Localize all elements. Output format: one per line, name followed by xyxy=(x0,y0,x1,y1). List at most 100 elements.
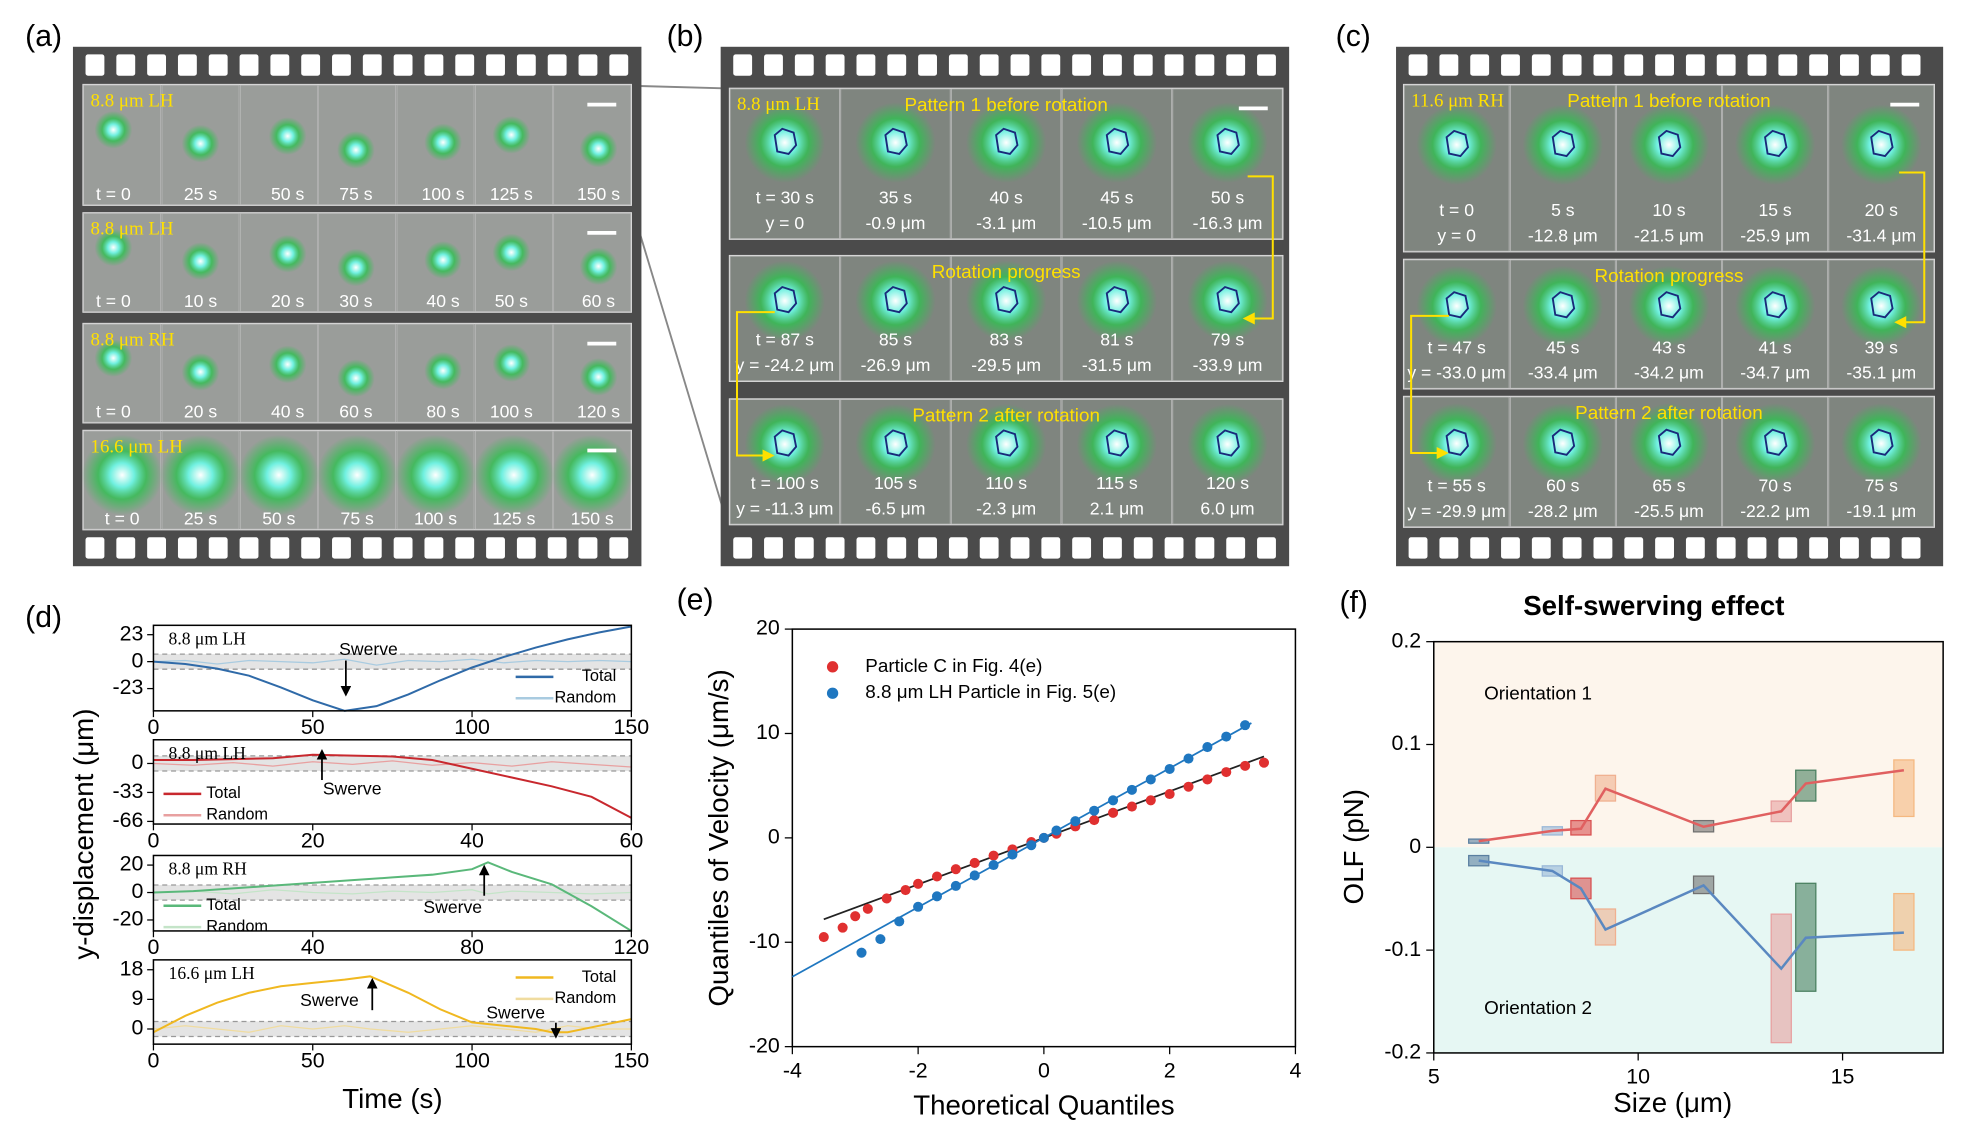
annotation: Swerve xyxy=(300,990,359,1010)
sprocket-hole xyxy=(1870,54,1890,76)
annotation: Orientation 1 xyxy=(1484,682,1592,703)
particle xyxy=(1628,104,1710,185)
legend-label: 8.8 μm LH Particle in Fig. 5(e) xyxy=(865,681,1116,702)
time-label: 25 s xyxy=(184,184,217,204)
legend-label: Total xyxy=(582,667,617,685)
x-tick-label: 10 xyxy=(1626,1065,1650,1089)
series-line xyxy=(153,658,632,666)
point xyxy=(1108,795,1119,806)
point xyxy=(862,903,873,914)
particle xyxy=(160,434,241,516)
time-label: 120 s xyxy=(577,401,620,421)
series-line xyxy=(153,889,632,895)
plot-frame xyxy=(152,624,633,712)
position-label: y = -33.0 μm xyxy=(1407,362,1506,382)
particle-outline xyxy=(1870,428,1894,456)
sprocket-hole xyxy=(1747,537,1767,559)
particle-outline xyxy=(1551,291,1576,319)
sprocket-hole xyxy=(856,54,876,76)
sprocket-hole xyxy=(424,54,444,76)
sprocket-hole xyxy=(1257,54,1276,76)
box xyxy=(1594,908,1617,946)
sprocket-hole xyxy=(1010,54,1030,76)
time-label: 50 s xyxy=(271,184,304,204)
time-label: 10 s xyxy=(184,291,217,311)
position-label: y = -11.3 μm xyxy=(736,498,833,518)
point xyxy=(1202,742,1213,753)
fit-line xyxy=(791,722,1252,978)
region-2 xyxy=(1433,847,1944,1053)
sprocket-hole xyxy=(1102,537,1122,559)
particle xyxy=(579,247,618,286)
particle xyxy=(855,403,936,485)
annotation: Swerve xyxy=(486,1003,545,1023)
sprocket-hole xyxy=(578,54,598,76)
position-label: -31.4 μm xyxy=(1846,225,1916,245)
particle xyxy=(268,234,307,273)
time-label: 85 s xyxy=(879,330,912,350)
particle xyxy=(238,434,320,516)
time-label: 45 s xyxy=(1100,188,1133,208)
sprocket-hole xyxy=(177,537,197,559)
box xyxy=(1893,892,1915,951)
point xyxy=(1089,805,1100,816)
time-label: 80 s xyxy=(426,401,459,421)
point xyxy=(1026,840,1037,851)
y-axis-label: y-displacement (μm) xyxy=(68,709,99,960)
legend-label: Total xyxy=(206,896,241,914)
sprocket-hole xyxy=(1133,537,1153,559)
time-label: 30 s xyxy=(339,291,372,311)
sprocket-hole xyxy=(979,537,999,559)
point xyxy=(818,932,829,943)
legend-label: Random xyxy=(206,917,268,935)
sprocket-hole xyxy=(918,54,937,76)
sprocket-hole xyxy=(825,537,845,559)
time-label: 5 s xyxy=(1551,200,1575,220)
time-label: t = 0 xyxy=(96,291,131,311)
y-tick-label: 0 xyxy=(131,648,143,672)
sprocket-hole xyxy=(1408,537,1428,559)
sprocket-hole xyxy=(948,54,968,76)
sprocket-hole xyxy=(733,54,753,76)
panel-label: (d) xyxy=(25,601,62,634)
position-label: -16.3 μm xyxy=(1193,213,1263,233)
sprocket-hole xyxy=(1439,54,1459,76)
point xyxy=(875,934,886,945)
particle-outline xyxy=(1657,129,1682,158)
sprocket-hole xyxy=(1439,537,1459,559)
noise-band xyxy=(153,654,632,670)
y-tick-label: 20 xyxy=(120,852,144,876)
time-label: t = 87 s xyxy=(756,330,814,350)
sprocket-hole xyxy=(1624,54,1644,76)
time-label: t = 0 xyxy=(96,401,131,421)
y-tick-label: -23 xyxy=(112,675,143,699)
time-label: 70 s xyxy=(1758,476,1791,496)
sprocket-hole xyxy=(1901,537,1921,559)
sprocket-hole xyxy=(85,537,105,559)
annotation: Swerve xyxy=(339,639,398,659)
position-label: -0.9 μm xyxy=(865,213,925,233)
point xyxy=(900,885,911,896)
time-label: 20 s xyxy=(184,401,217,421)
particle xyxy=(965,102,1047,183)
x-axis-label: Theoretical Quantiles xyxy=(913,1089,1174,1120)
sprocket-hole xyxy=(1562,54,1582,76)
time-label: t = 0 xyxy=(96,184,131,204)
point xyxy=(913,901,924,912)
point xyxy=(1007,849,1018,860)
sprocket-hole xyxy=(1901,54,1921,76)
sprocket-hole xyxy=(1164,54,1184,76)
particle xyxy=(1187,403,1268,485)
time-label: 40 s xyxy=(426,291,459,311)
sprocket-hole xyxy=(455,54,475,76)
particle xyxy=(1416,265,1497,347)
particle xyxy=(855,260,936,342)
particle xyxy=(94,228,133,267)
position-label: -34.2 μm xyxy=(1634,362,1704,382)
x-tick-label: 0 xyxy=(1038,1058,1050,1082)
sprocket-hole xyxy=(1470,54,1490,76)
particle-outline xyxy=(1105,429,1130,457)
noise-band xyxy=(153,884,632,901)
particle xyxy=(81,434,163,516)
position-label: -26.9 μm xyxy=(861,355,931,375)
